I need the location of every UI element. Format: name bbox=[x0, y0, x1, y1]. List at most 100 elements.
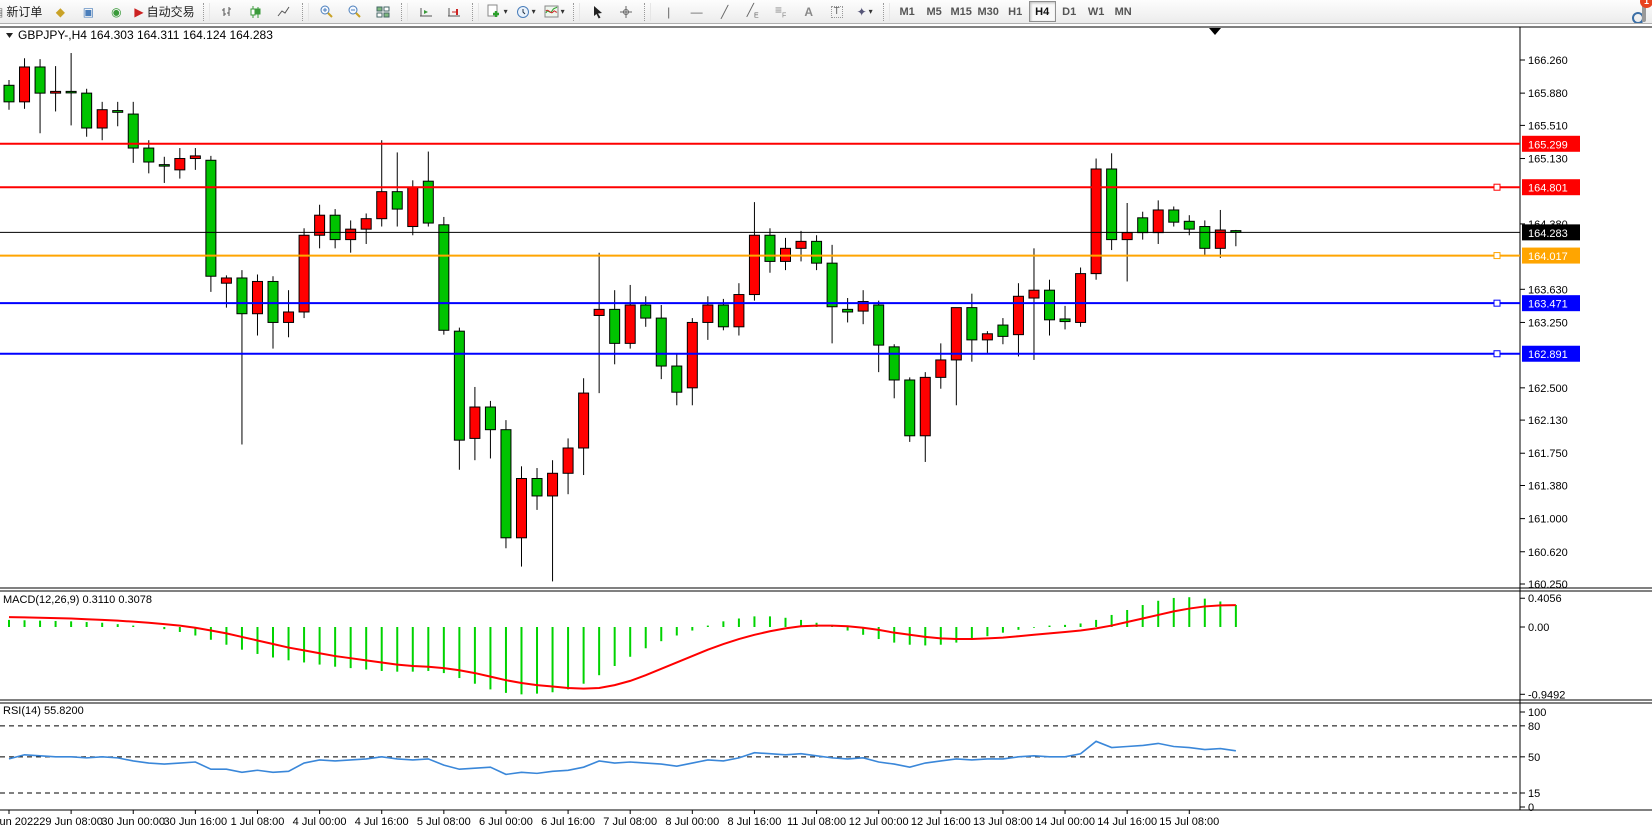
tile-windows-icon bbox=[376, 6, 390, 17]
templates-button[interactable]: ▾ bbox=[541, 1, 568, 22]
svg-text:164.017: 164.017 bbox=[1528, 251, 1568, 263]
candle bbox=[127, 101, 139, 163]
tf-m1-button[interactable]: M1 bbox=[899, 5, 915, 18]
new-order-button[interactable]: ▤ 新订单 bbox=[0, 1, 45, 22]
tf-h4-button[interactable]: H4 bbox=[1028, 1, 1056, 22]
notification-badge: 1 bbox=[1640, 0, 1652, 8]
rsi-axis-label: 0 bbox=[1528, 802, 1534, 814]
hline-handle[interactable] bbox=[1493, 299, 1501, 307]
candle bbox=[1121, 202, 1133, 282]
periods-clock-icon bbox=[516, 5, 529, 18]
candle bbox=[888, 344, 900, 399]
hline-handle[interactable] bbox=[1493, 183, 1501, 191]
candle bbox=[562, 438, 574, 495]
price-pane[interactable] bbox=[0, 53, 1520, 582]
candle bbox=[469, 386, 481, 461]
candle bbox=[640, 296, 652, 327]
rsi-pane[interactable]: RSI(14) 55.8200 100 80 50 15 0 bbox=[0, 705, 1546, 814]
channel-button[interactable]: ╱E bbox=[740, 1, 766, 22]
autotrade-button[interactable]: ▶ 自动交易 bbox=[131, 1, 197, 22]
periods-button[interactable]: ▾ bbox=[513, 1, 539, 22]
tf-h1-button[interactable]: H1 bbox=[1008, 5, 1023, 18]
tf-w1-button[interactable]: W1 bbox=[1087, 5, 1105, 18]
crosshair-icon bbox=[619, 5, 632, 18]
tf-mn-button[interactable]: MN bbox=[1114, 5, 1132, 18]
time-label: 6 Jul 16:00 bbox=[541, 816, 595, 828]
candle bbox=[236, 270, 248, 445]
vertical-line-button[interactable]: | bbox=[656, 1, 682, 22]
svg-text:164.283: 164.283 bbox=[1528, 228, 1568, 240]
text-icon: A bbox=[804, 4, 813, 19]
candle bbox=[360, 213, 372, 244]
price-tick-label: 161.380 bbox=[1528, 480, 1568, 492]
candle bbox=[298, 228, 310, 319]
tf-m30-button[interactable]: M30 bbox=[977, 5, 999, 18]
price-tick-label: 165.880 bbox=[1528, 88, 1568, 100]
text-button[interactable]: A bbox=[796, 1, 822, 22]
price-badge-165.299: 165.299 bbox=[1522, 135, 1580, 152]
macd-axis-label: -0.9492 bbox=[1528, 689, 1565, 701]
tf-m5-button[interactable]: M5 bbox=[926, 5, 942, 18]
candle bbox=[578, 378, 590, 476]
tf-d1-button[interactable]: D1 bbox=[1062, 5, 1077, 18]
candle bbox=[1168, 206, 1180, 227]
tile-windows-button[interactable] bbox=[370, 1, 396, 22]
time-label: 5 Jul 08:00 bbox=[417, 816, 471, 828]
candle bbox=[189, 148, 201, 170]
time-label: 11 Jul 08:00 bbox=[787, 816, 846, 828]
macd-axis-label: 0.00 bbox=[1528, 622, 1549, 634]
candle bbox=[50, 66, 62, 112]
price-tick-label: 160.250 bbox=[1528, 579, 1568, 591]
svg-text:164.801: 164.801 bbox=[1528, 183, 1568, 195]
toolbar-separator bbox=[400, 2, 408, 21]
symbol-dropdown-icon[interactable] bbox=[6, 33, 13, 38]
notifications-button[interactable]: 1 bbox=[1640, 0, 1652, 22]
line-chart-button[interactable] bbox=[271, 1, 297, 22]
toolbar-separator bbox=[301, 2, 309, 21]
candle bbox=[935, 343, 947, 389]
accounts-button[interactable]: ▣ bbox=[75, 1, 101, 22]
crosshair-button[interactable] bbox=[613, 1, 639, 22]
svg-text:GBPJPY-,H4 164.303 164.311 16: GBPJPY-,H4 164.303 164.311 164.124 164.2… bbox=[18, 28, 273, 42]
zoom-out-button[interactable] bbox=[342, 1, 368, 22]
signal-button[interactable]: ◉ bbox=[103, 1, 129, 22]
hline-handle[interactable] bbox=[1493, 350, 1501, 358]
time-label: 15 Jul 08:00 bbox=[1159, 816, 1219, 828]
auto-scroll-button[interactable] bbox=[413, 1, 439, 22]
candle bbox=[112, 101, 124, 127]
svg-text:163.471: 163.471 bbox=[1528, 299, 1568, 311]
hline-handle[interactable] bbox=[1493, 252, 1501, 260]
symbol-button[interactable]: ◆ bbox=[47, 1, 73, 22]
candle bbox=[981, 331, 993, 353]
price-tick-label: 160.620 bbox=[1528, 547, 1568, 559]
cursor-button[interactable] bbox=[585, 1, 611, 22]
arrows-button[interactable]: ✦ ▾ bbox=[856, 4, 873, 19]
time-label: 14 Jul 00:00 bbox=[1035, 816, 1095, 828]
fibonacci-button[interactable]: ≡F bbox=[768, 1, 794, 22]
price-tick-label: 165.130 bbox=[1528, 154, 1568, 166]
rsi-line bbox=[8, 740, 1236, 776]
macd-pane[interactable]: MACD(12,26,9) 0.3110 0.3078 0.4056 0.00 -0.… bbox=[3, 593, 1565, 701]
candlestick-chart-button[interactable] bbox=[243, 1, 269, 22]
candle bbox=[3, 80, 15, 110]
text-label-button[interactable]: T bbox=[824, 1, 850, 22]
rsi-axis-label: 80 bbox=[1528, 721, 1540, 733]
rsi-label: RSI(14) 55.8200 bbox=[3, 705, 84, 717]
autotrade-play-icon: ▶ bbox=[134, 4, 144, 19]
chart-shift-button[interactable] bbox=[441, 1, 467, 22]
candle bbox=[65, 53, 77, 126]
trendline-button[interactable]: ╱ bbox=[712, 1, 738, 22]
horizontal-line-button[interactable]: — bbox=[684, 1, 710, 22]
svg-text:162.891: 162.891 bbox=[1528, 349, 1568, 361]
tf-m15-button[interactable]: M15 bbox=[950, 5, 972, 18]
candle bbox=[376, 140, 388, 227]
new-chart-button[interactable]: ▾ bbox=[484, 1, 511, 22]
candle bbox=[407, 180, 419, 236]
candle bbox=[1152, 200, 1164, 244]
bar-chart-button[interactable] bbox=[215, 1, 241, 22]
new-chart-icon bbox=[487, 4, 499, 17]
price-tick-label: 161.750 bbox=[1528, 448, 1568, 460]
zoom-in-button[interactable] bbox=[314, 1, 340, 22]
